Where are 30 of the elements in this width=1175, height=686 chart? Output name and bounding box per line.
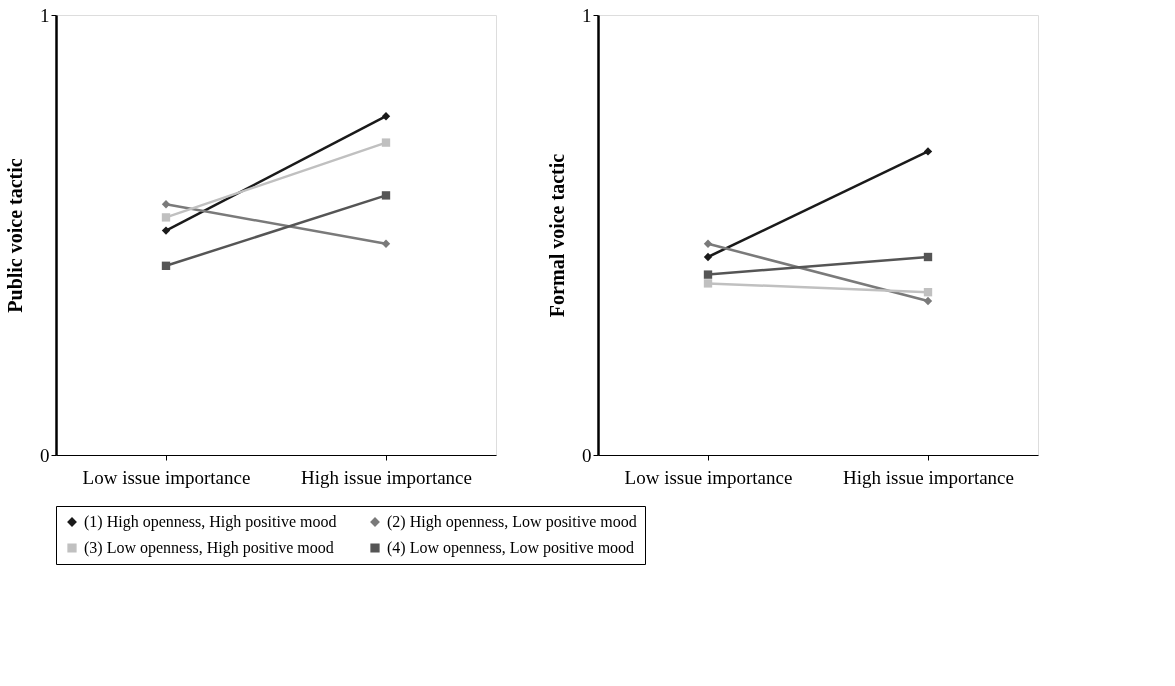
point [161,213,171,222]
point [923,288,933,297]
y-axis-title: Public voice tactic [4,158,26,313]
point [161,200,171,209]
legend-label: (1) High openness, High positive mood [84,513,337,531]
x-tick-label: High issue importance [301,466,472,488]
point [381,239,391,248]
point [923,252,933,262]
y-tick-label: 1 [40,4,50,26]
legend-label: (2) High openness, Low positive mood [387,513,637,531]
point [381,138,391,147]
x-tick-label: Low issue importance [82,466,251,488]
point [703,270,713,279]
y-tick-label: 1 [582,4,592,26]
legend-label: (4) Low openness, Low positive mood [387,539,635,557]
point [161,226,171,235]
point [381,112,391,121]
point [923,147,933,156]
point [923,296,933,306]
point [703,279,713,288]
point [703,252,713,262]
y-tick-label: 0 [582,444,592,466]
x-tick-label: Low issue importance [624,466,793,488]
point [161,261,171,270]
y-tick-label: 0 [40,444,50,466]
point [381,191,391,200]
legend-label: (3) Low openness, High positive mood [84,539,334,557]
point [703,239,713,248]
y-axis-title: Formal voice tactic [546,153,568,318]
x-tick-label: High issue importance [843,466,1014,488]
